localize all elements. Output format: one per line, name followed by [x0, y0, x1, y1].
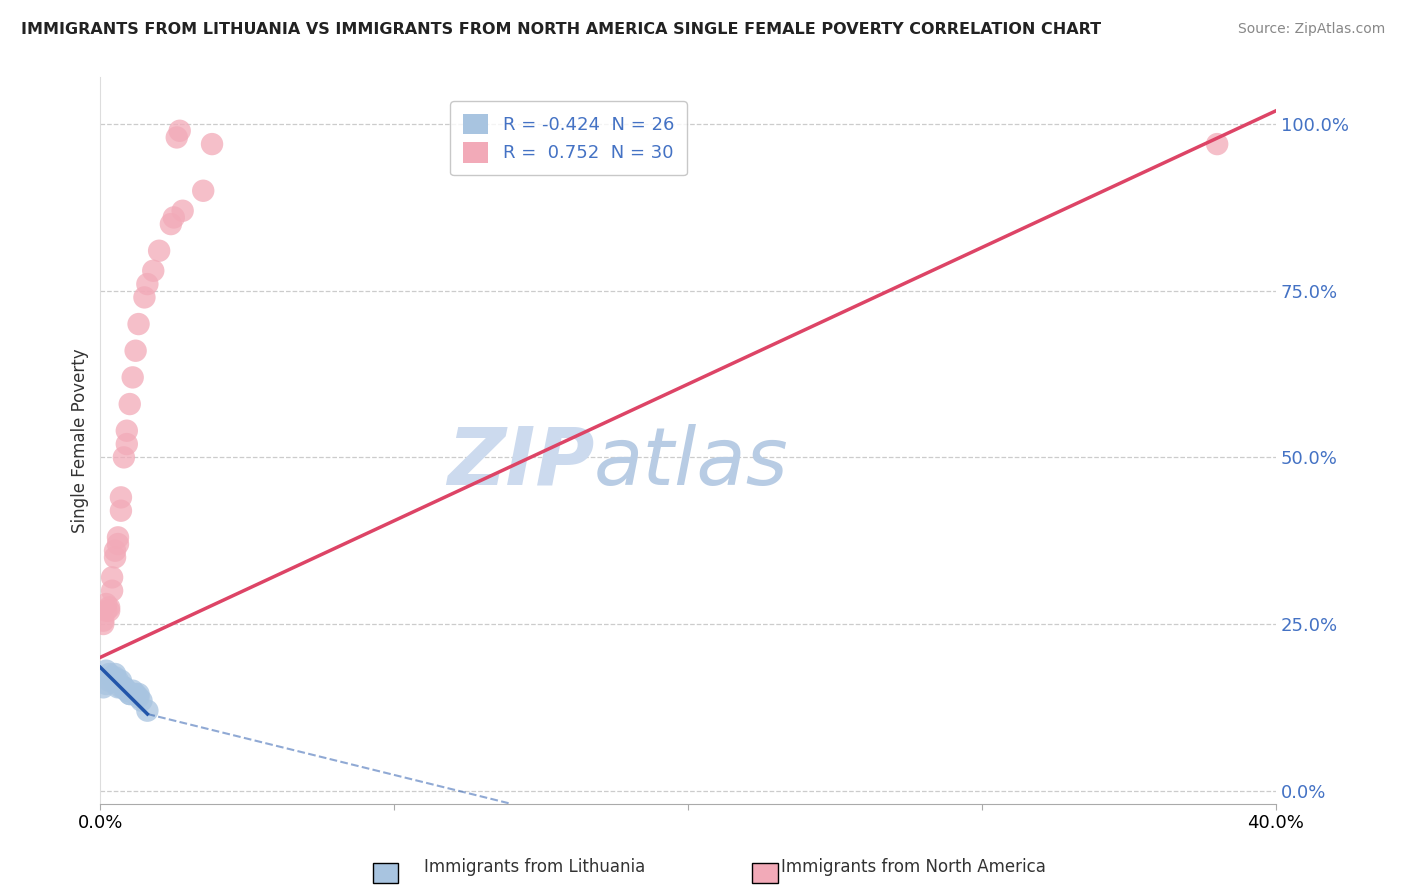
Point — [201, 137, 224, 152]
Point — [142, 264, 165, 278]
Point — [98, 667, 121, 681]
Text: IMMIGRANTS FROM LITHUANIA VS IMMIGRANTS FROM NORTH AMERICA SINGLE FEMALE POVERTY: IMMIGRANTS FROM LITHUANIA VS IMMIGRANTS … — [21, 22, 1101, 37]
Point — [166, 130, 188, 145]
Point — [112, 681, 135, 695]
Point — [101, 583, 124, 598]
Point — [107, 673, 129, 688]
Point — [128, 690, 150, 705]
Point — [115, 437, 138, 451]
Point — [101, 670, 124, 684]
Point — [121, 370, 143, 384]
Point — [118, 397, 141, 411]
Point — [104, 667, 127, 681]
Point — [118, 687, 141, 701]
Point — [128, 317, 150, 331]
Point — [91, 617, 114, 632]
Point — [1206, 137, 1229, 152]
Point — [98, 673, 121, 688]
Point — [169, 124, 191, 138]
Point — [101, 570, 124, 584]
Point — [101, 670, 124, 684]
Point — [91, 681, 114, 695]
Point — [96, 604, 118, 618]
Point — [107, 681, 129, 695]
Point — [131, 694, 153, 708]
Point — [107, 537, 129, 551]
Point — [98, 600, 121, 615]
Point — [112, 681, 135, 695]
Point — [96, 597, 118, 611]
Point — [91, 614, 114, 628]
Text: Immigrants from Lithuania: Immigrants from Lithuania — [423, 858, 645, 876]
Point — [163, 211, 186, 225]
Point — [115, 683, 138, 698]
Point — [128, 687, 150, 701]
Point — [110, 491, 132, 505]
Point — [112, 450, 135, 465]
Point — [124, 343, 146, 358]
Text: Immigrants from North America: Immigrants from North America — [782, 858, 1046, 876]
Point — [107, 530, 129, 544]
Point — [124, 687, 146, 701]
Point — [96, 677, 118, 691]
Point — [110, 504, 132, 518]
Text: atlas: atlas — [595, 424, 789, 501]
Point — [104, 670, 127, 684]
Point — [104, 673, 127, 688]
Point — [172, 203, 194, 218]
Point — [134, 290, 156, 304]
Point — [96, 664, 118, 678]
Point — [136, 277, 159, 291]
Point — [193, 184, 215, 198]
Point — [148, 244, 170, 258]
Point — [115, 424, 138, 438]
Legend: R = -0.424  N = 26, R =  0.752  N = 30: R = -0.424 N = 26, R = 0.752 N = 30 — [450, 101, 686, 175]
Point — [160, 217, 183, 231]
Text: Source: ZipAtlas.com: Source: ZipAtlas.com — [1237, 22, 1385, 37]
Point — [98, 604, 121, 618]
Y-axis label: Single Female Poverty: Single Female Poverty — [72, 349, 89, 533]
Point — [104, 550, 127, 565]
Point — [121, 683, 143, 698]
Point — [104, 543, 127, 558]
Point — [115, 683, 138, 698]
Point — [110, 673, 132, 688]
Point — [136, 704, 159, 718]
Text: ZIP: ZIP — [447, 424, 595, 501]
Point — [118, 687, 141, 701]
Point — [110, 681, 132, 695]
